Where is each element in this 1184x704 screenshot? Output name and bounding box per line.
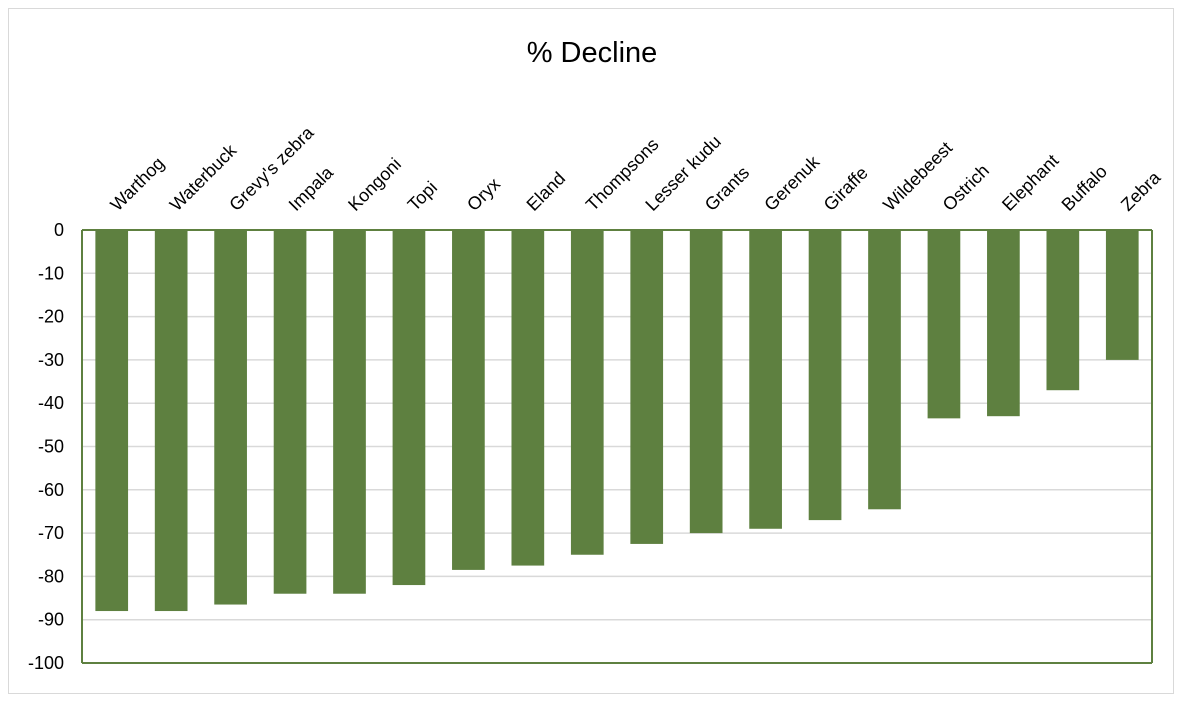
- bar: [808, 230, 842, 521]
- bar: [927, 230, 961, 419]
- chart-title: % Decline: [527, 37, 658, 69]
- gridlines: [82, 272, 1152, 621]
- y-tick-label: 0: [54, 220, 64, 240]
- category-label: Elephant: [998, 150, 1062, 214]
- bar: [333, 230, 366, 594]
- bar: [987, 230, 1020, 417]
- bar: [749, 230, 782, 529]
- category-label: Ostrich: [939, 160, 993, 214]
- category-label: Impala: [285, 162, 338, 215]
- category-label: Giraffe: [820, 163, 872, 215]
- bar: [868, 230, 901, 510]
- bars: [95, 230, 1139, 612]
- y-tick-label: -90: [38, 610, 64, 630]
- y-tick-label: -30: [38, 350, 64, 370]
- category-label: Grants: [701, 162, 753, 214]
- bar: [1046, 230, 1080, 391]
- category-label: Eland: [523, 168, 570, 215]
- category-label: Oryx: [463, 174, 504, 215]
- y-tick-label: -70: [38, 523, 64, 543]
- bar: [392, 230, 426, 586]
- category-label: Kongoni: [344, 154, 405, 215]
- category-label: Zebra: [1117, 167, 1165, 215]
- y-tick-label: -20: [38, 307, 64, 327]
- bar: [1105, 230, 1139, 360]
- axes: [81, 229, 1153, 664]
- y-tick-label: -50: [38, 437, 64, 457]
- bar: [95, 230, 129, 612]
- y-tick-label: -60: [38, 480, 64, 500]
- y-axis-ticks: 0 -10 -20 -30 -40 -50 -60 -70 -80 -90 -100: [28, 220, 64, 673]
- bar: [273, 230, 307, 594]
- bar: [214, 230, 247, 605]
- category-label: Gerenuk: [760, 151, 824, 215]
- y-tick-label: -80: [38, 566, 64, 586]
- bar: [630, 230, 664, 544]
- bar: [154, 230, 188, 612]
- category-label: Warthog: [106, 153, 168, 215]
- category-label: Topi: [404, 177, 441, 214]
- y-tick-label: -10: [38, 263, 64, 283]
- bar: [511, 230, 545, 566]
- y-tick-label: -40: [38, 393, 64, 413]
- category-label: Buffalo: [1058, 161, 1112, 215]
- bar: [570, 230, 604, 555]
- y-tick-label: -100: [28, 653, 64, 673]
- bar: [452, 230, 485, 570]
- bar: [689, 230, 723, 534]
